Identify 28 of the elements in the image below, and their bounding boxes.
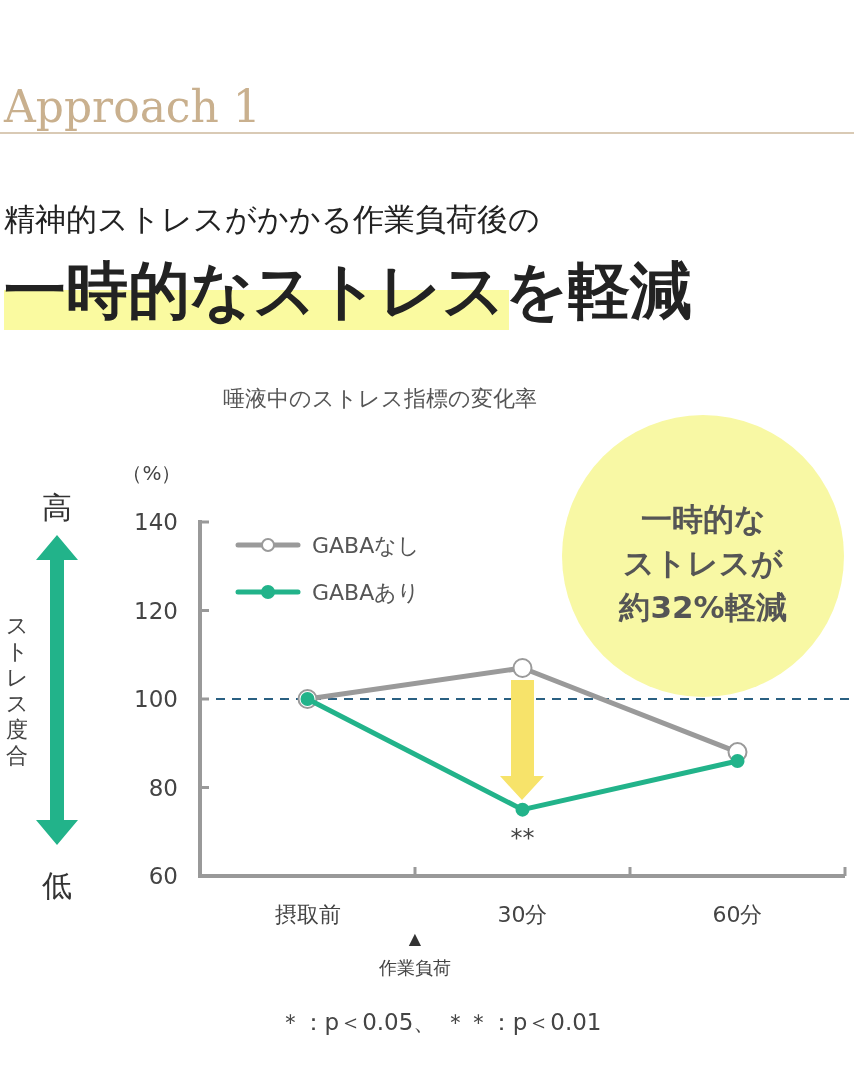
- text: 一時的なストレスを軽減: [4, 254, 692, 327]
- x-tick-label: 摂取前: [274, 902, 341, 927]
- text: ＊：p＜0.05、 ＊＊：p＜0.01: [278, 1009, 602, 1035]
- text: Approach 1: [3, 81, 261, 132]
- x-tick-label: 60分: [712, 902, 763, 927]
- annotation: 約32%軽減: [618, 589, 787, 625]
- point: [730, 753, 745, 768]
- y-tick-label: 120: [134, 597, 178, 624]
- text: 低: [42, 868, 72, 903]
- text: ▲: [408, 929, 422, 948]
- text: 高: [42, 490, 72, 525]
- y-axis-title: ストレス度合: [5, 613, 29, 768]
- legend-label: GABAあり: [312, 579, 421, 605]
- point: [515, 802, 530, 817]
- annotation: 一時的な: [640, 501, 766, 537]
- y-tick-label: 60: [148, 863, 178, 889]
- y-tick-label: 100: [134, 686, 178, 712]
- y-tick-label: 140: [134, 509, 178, 535]
- x-tick-label: 30分: [497, 902, 548, 927]
- text: 精神的ストレスがかかる作業負荷後の: [4, 201, 540, 237]
- legend-label: GABAなし: [312, 532, 421, 558]
- chart-title: 唾液中のストレス指標の変化率: [223, 386, 537, 411]
- text: 作業負荷: [378, 957, 451, 978]
- text: （%）: [122, 461, 182, 485]
- annotation: ストレスが: [623, 545, 784, 581]
- annotation: **: [510, 823, 535, 852]
- point: [512, 658, 533, 679]
- y-tick-label: 80: [148, 774, 178, 801]
